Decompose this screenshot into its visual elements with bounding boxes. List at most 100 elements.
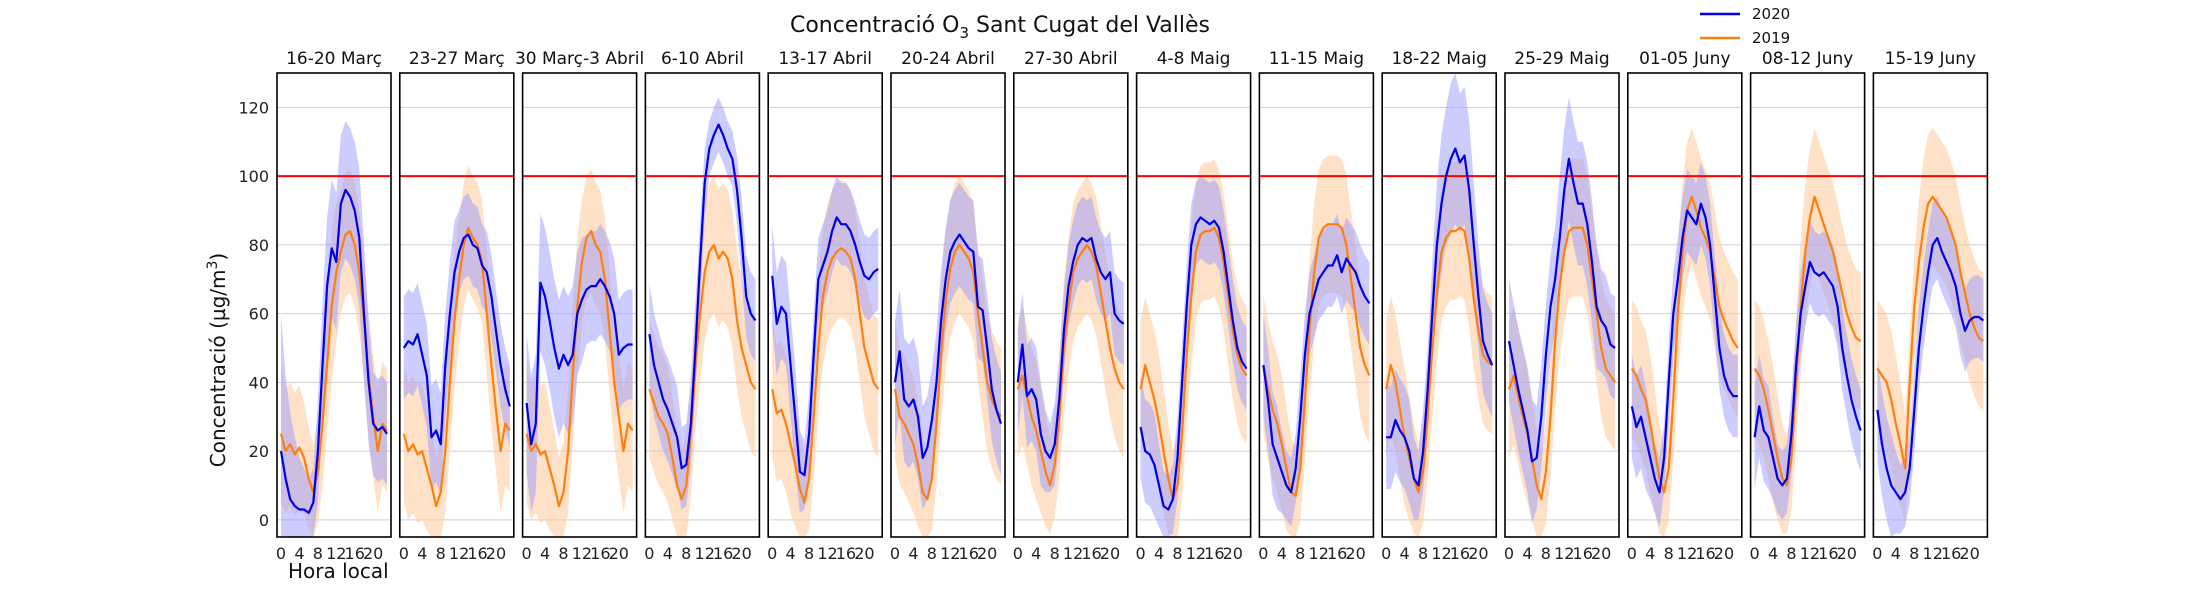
series-line-2019 xyxy=(1876,195,1985,470)
x-tick-label: 20 xyxy=(486,544,506,563)
x-tick-label: 8 xyxy=(804,544,814,563)
x-tick-label: 8 xyxy=(1295,544,1305,563)
x-tick-label: 8 xyxy=(681,544,691,563)
x-tick-label: 4 xyxy=(908,544,918,563)
series-line-2019 xyxy=(402,226,511,508)
x-tick-label: 0 xyxy=(1750,544,1760,563)
x-tick-label: 0 xyxy=(1258,544,1268,563)
x-tick-label: 4 xyxy=(294,544,304,563)
x-tick-label: 0 xyxy=(890,544,900,563)
band-2020 xyxy=(1140,176,1247,537)
series-line-2020 xyxy=(279,188,388,515)
x-tick-label: 20 xyxy=(1959,544,1979,563)
x-tick-label: 16 xyxy=(1818,544,1838,563)
series-line-2019 xyxy=(1262,223,1371,497)
x-tick-label: 8 xyxy=(1418,544,1428,563)
series-line-2020 xyxy=(648,123,757,470)
x-tick-label: 12 xyxy=(449,544,469,563)
x-tick-label: 12 xyxy=(817,544,837,563)
series-line-2020 xyxy=(1630,202,1738,494)
x-tick-label: 4 xyxy=(540,544,550,563)
x-tick-label: 16 xyxy=(1573,544,1593,563)
x-tick-label: 4 xyxy=(1154,544,1164,563)
x-tick-label: 12 xyxy=(1800,544,1820,563)
x-tick-label: 12 xyxy=(1309,544,1329,563)
panel-title: 6-10 Abril xyxy=(661,49,744,69)
band-2020 xyxy=(1509,97,1615,524)
panel-frame xyxy=(890,72,1006,538)
series-line-2019 xyxy=(1016,243,1125,487)
series-line-2020 xyxy=(771,216,879,477)
x-tick-label: 0 xyxy=(644,544,654,563)
panel-title: 16-20 Març xyxy=(286,49,382,69)
x-tick-label: 20 xyxy=(1591,544,1611,563)
x-tick-label: 0 xyxy=(399,544,409,563)
panel-frame xyxy=(1381,72,1497,538)
x-tick-label: 12 xyxy=(1677,544,1697,563)
x-tick-label: 16 xyxy=(836,544,856,563)
x-axis-label: Hora local xyxy=(288,559,389,583)
series-line-2019 xyxy=(1139,226,1248,501)
band-2020 xyxy=(1386,73,1493,520)
panel-frame xyxy=(767,72,884,538)
series-line-2019 xyxy=(525,230,634,508)
x-tick-label: 12 xyxy=(326,544,346,563)
panel-title: 01-05 Juny xyxy=(1639,49,1730,69)
panel-frame xyxy=(276,72,392,538)
x-tick-label: 12 xyxy=(1186,544,1206,563)
x-tick-label: 20 xyxy=(609,544,629,563)
panel-title: 18-22 Maig xyxy=(1391,49,1486,69)
x-tick-label: 12 xyxy=(1431,544,1451,563)
panel-title: 4-8 Maig xyxy=(1157,49,1231,69)
series-line-2019 xyxy=(893,243,1002,501)
x-tick-label: 4 xyxy=(1400,544,1410,563)
series-line-2019 xyxy=(648,243,757,501)
x-tick-label: 0 xyxy=(1872,544,1882,563)
x-tick-label: 4 xyxy=(1768,544,1778,563)
panel-frame xyxy=(1872,72,1989,538)
x-tick-label: 0 xyxy=(1381,544,1391,563)
x-tick-label: 16 xyxy=(713,544,733,563)
x-tick-label: 20 xyxy=(854,544,874,563)
series-line-2020 xyxy=(1386,147,1494,487)
series-line-2020 xyxy=(1139,216,1248,511)
panel-frame xyxy=(1504,72,1620,538)
x-tick-label: 16 xyxy=(590,544,610,563)
panel-frame xyxy=(398,72,515,538)
band-2020 xyxy=(1877,196,1984,537)
x-tick-label: 12 xyxy=(940,544,960,563)
series-line-2020 xyxy=(1262,254,1371,494)
x-tick-label: 16 xyxy=(1695,544,1715,563)
x-tick-label: 20 xyxy=(1468,544,1488,563)
x-tick-label: 16 xyxy=(1327,544,1347,563)
panel-title: 23-27 Març xyxy=(409,49,505,69)
band-2019 xyxy=(1877,128,1984,524)
series-line-2019 xyxy=(771,247,880,504)
x-tick-label: 16 xyxy=(345,544,365,563)
x-tick-label: 4 xyxy=(786,544,796,563)
panel-frame xyxy=(1258,72,1375,538)
panel-title: 08-12 Juny xyxy=(1762,49,1853,69)
x-tick-label: 8 xyxy=(927,544,937,563)
x-tick-label: 0 xyxy=(1013,544,1023,563)
x-tick-label: 20 xyxy=(1714,544,1734,563)
x-tick-label: 20 xyxy=(1100,544,1120,563)
x-tick-label: 4 xyxy=(417,544,427,563)
y-tick-label: 60 xyxy=(249,305,269,324)
x-tick-label: 8 xyxy=(558,544,568,563)
legend-label-2020: 2020 xyxy=(1752,5,1790,23)
x-tick-label: 12 xyxy=(695,544,715,563)
y-tick-label: 20 xyxy=(249,442,269,461)
legend: 2020 2019 xyxy=(1700,5,1790,47)
x-tick-label: 16 xyxy=(1204,544,1224,563)
x-tick-label: 12 xyxy=(1923,544,1943,563)
